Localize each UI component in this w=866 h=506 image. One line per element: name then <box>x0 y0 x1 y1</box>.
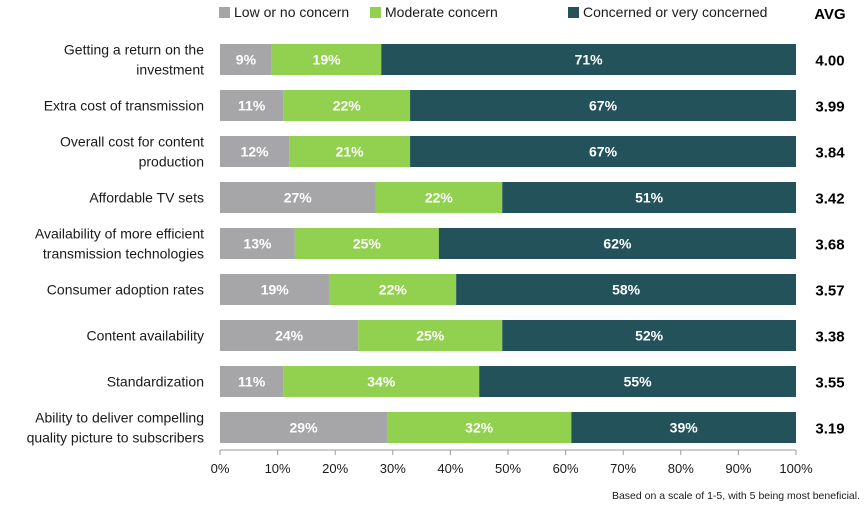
data-label-6-3: 58% <box>612 282 641 298</box>
avg-value-1: 4.00 <box>815 53 844 70</box>
category-label-9: Ability to deliver compelling quality pic… <box>27 410 204 446</box>
bar-seg-1-3 <box>381 44 796 75</box>
data-label-1-1: 9% <box>236 52 257 68</box>
x-axis: 0% 10% 20% 30% 40% 50% 60% 70% 80% 90% 100% <box>211 449 813 476</box>
data-label-2-2: 22% <box>333 98 362 114</box>
data-label-8-1: 11% <box>238 374 266 390</box>
data-label-9-3: 39% <box>670 420 699 436</box>
bar-seg-6-3 <box>456 274 796 305</box>
legend-swatch-1 <box>219 7 230 18</box>
bar-seg-8-2 <box>283 366 480 397</box>
data-label-8-3: 55% <box>624 374 653 390</box>
bar-seg-6-1 <box>220 274 330 305</box>
bar-seg-8-1 <box>220 366 284 397</box>
category-label-4: Affordable TV sets <box>89 190 204 206</box>
legend-swatch-3 <box>568 7 579 18</box>
bar-seg-7-3 <box>502 320 796 351</box>
x-tick-label-10: 100% <box>779 461 813 476</box>
x-tick-label-5: 50% <box>495 461 521 476</box>
data-label-6-1: 19% <box>261 282 290 298</box>
legend-swatch-2 <box>370 7 381 18</box>
data-label-1-3: 71% <box>575 52 604 68</box>
data-label-1-2: 19% <box>313 52 342 68</box>
data-label-3-2: 21% <box>336 144 365 160</box>
bar-seg-3-3 <box>410 136 796 167</box>
bar-seg-3-2 <box>289 136 411 167</box>
bar-seg-9-1 <box>220 412 388 443</box>
bar-seg-5-1 <box>220 228 295 259</box>
data-label-7-1: 24% <box>275 328 304 344</box>
data-label-2-3: 67% <box>589 98 618 114</box>
bar-seg-7-1 <box>220 320 359 351</box>
avg-value-8: 3.55 <box>815 375 844 392</box>
avg-value-4: 3.42 <box>815 191 844 208</box>
bar-seg-9-3 <box>571 412 796 443</box>
bar-seg-1-2 <box>271 44 382 75</box>
category-label-2: Extra cost of transmission <box>44 98 204 114</box>
bars: 9% 19% 71% 11% 22% 67% 12% 21% 67% 27% 22% 51% 13% 25… <box>220 44 796 443</box>
legend-label-2: Moderate concern <box>385 4 498 20</box>
data-label-5-3: 62% <box>603 236 632 252</box>
avg-value-7: 3.38 <box>815 329 844 346</box>
data-label-4-3: 51% <box>635 190 664 206</box>
data-label-9-2: 32% <box>465 420 494 436</box>
x-tick-label-3: 30% <box>380 461 406 476</box>
avg-value-9: 3.19 <box>815 421 844 438</box>
data-label-7-3: 52% <box>635 328 664 344</box>
data-label-8-2: 34% <box>367 374 396 390</box>
bar-seg-9-2 <box>387 412 572 443</box>
data-label-7-2: 25% <box>416 328 445 344</box>
category-label-6: Consumer adoption rates <box>47 282 204 298</box>
bar-seg-3-1 <box>220 136 290 167</box>
category-label-1: Getting a return on the investment <box>64 42 204 78</box>
bar-seg-1-1 <box>220 44 272 75</box>
x-tick-label-2: 20% <box>322 461 348 476</box>
avg-value-6: 3.57 <box>815 283 844 300</box>
data-label-9-1: 29% <box>290 420 319 436</box>
avg-values: 4.00 3.99 3.84 3.42 3.68 3.57 3.38 3.55 3.19 <box>815 53 845 438</box>
category-labels: Getting a return on the investment Extra c… <box>27 42 205 446</box>
legend-label-3: Concerned or very concerned <box>583 4 767 20</box>
bar-seg-2-3 <box>410 90 796 121</box>
x-tick-label-1: 10% <box>265 461 291 476</box>
bar-seg-7-2 <box>358 320 503 351</box>
x-tick-label-0: 0% <box>211 461 230 476</box>
bar-seg-6-2 <box>329 274 457 305</box>
avg-value-3: 3.84 <box>815 145 845 162</box>
bar-seg-2-2 <box>283 90 411 121</box>
data-label-6-2: 22% <box>379 282 408 298</box>
avg-value-5: 3.68 <box>815 237 844 254</box>
bar-seg-4-2 <box>375 182 503 213</box>
category-label-8: Standardization <box>107 374 204 390</box>
legend-label-1: Low or no concern <box>234 4 349 20</box>
data-label-5-1: 13% <box>243 236 272 252</box>
avg-value-2: 3.99 <box>815 99 844 116</box>
bar-seg-4-1 <box>220 182 376 213</box>
data-label-3-1: 12% <box>241 144 270 160</box>
bar-seg-2-1 <box>220 90 284 121</box>
data-label-4-1: 27% <box>284 190 313 206</box>
bar-seg-8-3 <box>479 366 796 397</box>
x-tick-label-9: 90% <box>725 461 751 476</box>
data-label-3-3: 67% <box>589 144 618 160</box>
category-label-5: Availability of more efficient transmissi… <box>35 226 204 262</box>
bar-seg-5-2 <box>294 228 439 259</box>
x-tick-label-7: 70% <box>610 461 636 476</box>
category-label-3: Overall cost for content production <box>60 134 204 170</box>
avg-header: AVG <box>814 6 845 23</box>
legend: Low or no concern Moderate concern Concern… <box>219 4 767 20</box>
x-tick-label-8: 80% <box>668 461 694 476</box>
data-label-5-2: 25% <box>353 236 382 252</box>
x-tick-label-4: 40% <box>437 461 463 476</box>
bar-seg-5-3 <box>438 228 796 259</box>
data-label-4-2: 22% <box>425 190 454 206</box>
bar-seg-4-3 <box>502 182 796 213</box>
footnote: Based on a scale of 1-5, with 5 being mo… <box>611 490 860 502</box>
category-label-7: Content availability <box>86 328 204 344</box>
data-label-2-1: 11% <box>238 98 266 114</box>
x-tick-label-6: 60% <box>553 461 579 476</box>
